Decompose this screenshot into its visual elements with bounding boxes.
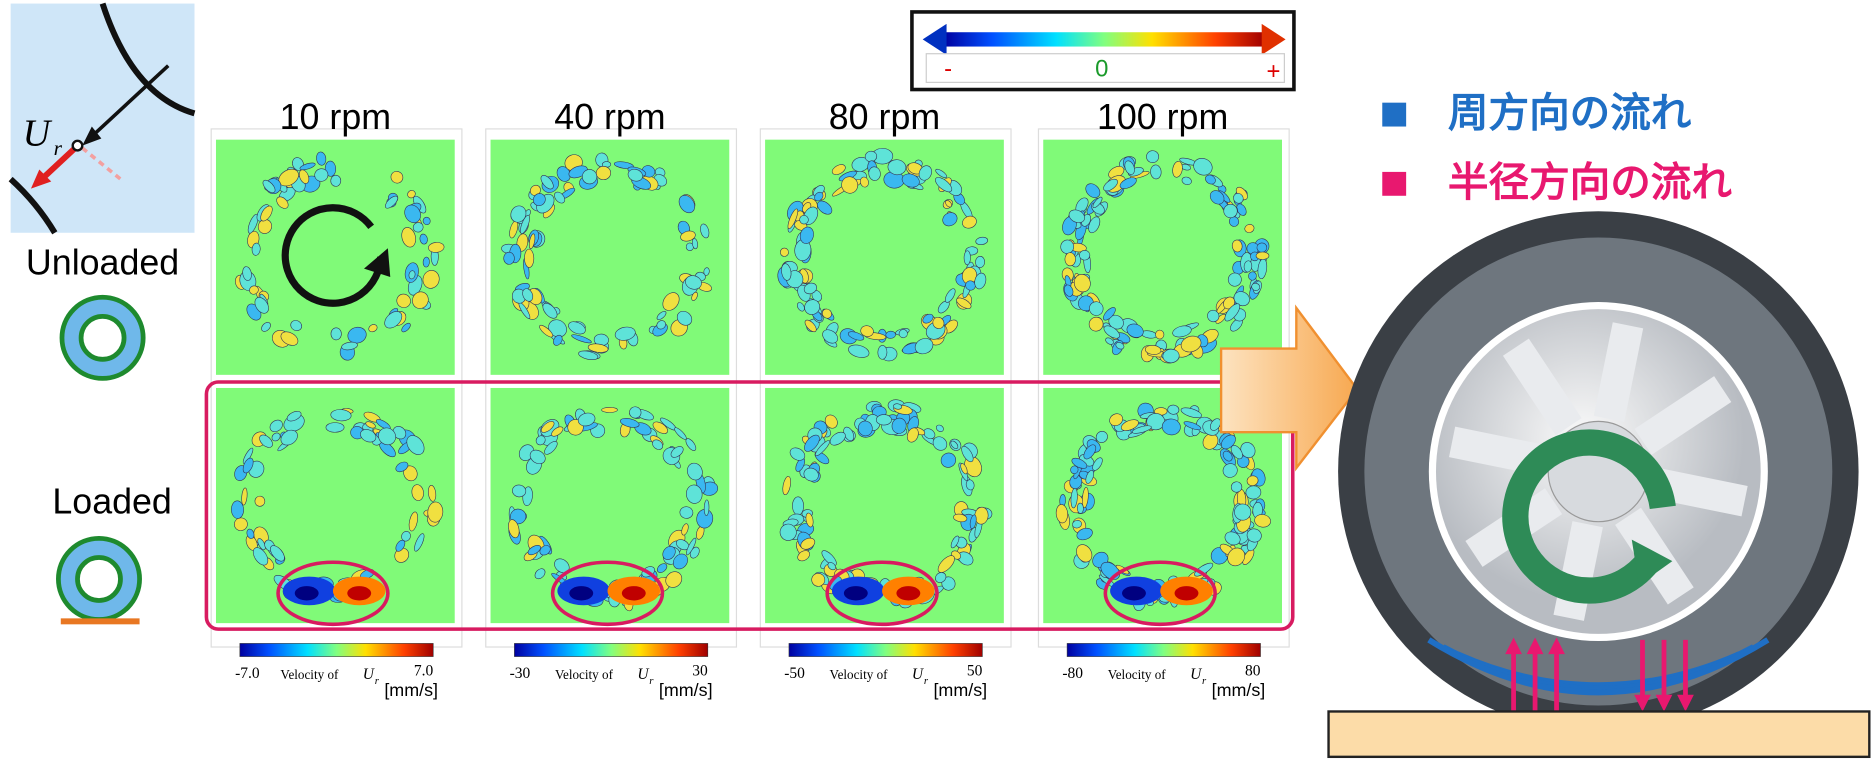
contour-blob xyxy=(331,175,341,186)
contour-blob xyxy=(1122,586,1146,600)
contour-blob xyxy=(704,500,709,516)
spoke xyxy=(1569,524,1588,618)
contour-blob xyxy=(504,252,515,264)
colorbar-max: 80 xyxy=(1245,663,1261,680)
contour-blob xyxy=(255,496,265,507)
contour-blob xyxy=(964,251,971,265)
colorbar-max: 50 xyxy=(967,663,983,680)
contour-blob xyxy=(1077,503,1084,514)
legend-minus: - xyxy=(944,55,952,82)
ground-line xyxy=(61,618,140,624)
row-label: Unloaded xyxy=(26,243,179,283)
contour-blob xyxy=(878,345,887,359)
contour-blob xyxy=(569,586,593,600)
colorbar-unit: [mm/s] xyxy=(384,680,438,700)
contour-blob xyxy=(1079,250,1090,260)
inset-diagram: U r xyxy=(11,4,195,233)
colorbar-min: -80 xyxy=(1062,665,1083,682)
contour-blob xyxy=(602,407,618,412)
contour-blob xyxy=(896,586,920,600)
legend-square xyxy=(1382,103,1406,127)
colorbar-subscript: r xyxy=(924,675,929,687)
colorbar-max: 7.0 xyxy=(414,663,434,680)
contour-blob xyxy=(347,586,371,600)
contour-blob xyxy=(331,328,342,340)
spoke xyxy=(1609,325,1628,419)
colorbar-caption: Velocity of xyxy=(280,667,339,682)
inset-subscript: r xyxy=(54,136,63,160)
contour-blob xyxy=(524,249,534,268)
contour-blob xyxy=(844,586,868,600)
colorbar-min: -30 xyxy=(510,665,531,682)
column-title: 10 rpm xyxy=(280,97,391,137)
contour-blob xyxy=(1155,330,1164,339)
colorbar-min: -7.0 xyxy=(235,665,260,682)
legend-text: 周方向の流れ xyxy=(1448,90,1692,136)
colorbar xyxy=(240,643,433,656)
colorbar-max: 30 xyxy=(692,663,708,680)
inset-symbol: U xyxy=(23,113,53,155)
contour-blob xyxy=(780,248,789,257)
colorbar-caption: Velocity of xyxy=(1108,667,1167,682)
column-title: 100 rpm xyxy=(1097,97,1228,137)
contour-blob xyxy=(1175,586,1199,600)
colorbar-unit: [mm/s] xyxy=(659,680,713,700)
figure: U r Unloaded Loaded 10 rpm -7.0 7.0 Velocit… xyxy=(0,0,1874,764)
legend-bar: - 0 + xyxy=(912,12,1294,90)
colorbar-subscript: r xyxy=(375,675,380,687)
colorbar-caption: Velocity of xyxy=(830,667,889,682)
tire xyxy=(1329,211,1870,757)
colorbar-subscript: r xyxy=(1202,675,1207,687)
column-title: 40 rpm xyxy=(554,97,665,137)
colorbar-subscript: r xyxy=(649,675,654,687)
contour-blob xyxy=(326,423,344,433)
contour-blob xyxy=(975,256,985,268)
colorbar-min: -50 xyxy=(784,665,805,682)
contour-blob xyxy=(622,586,646,600)
contour-blob xyxy=(876,415,891,426)
colorbar xyxy=(514,643,707,656)
colorbar xyxy=(789,643,982,656)
colorbar-unit: [mm/s] xyxy=(1212,680,1266,700)
row-label: Loaded xyxy=(52,481,171,521)
column-title: 80 rpm xyxy=(829,97,940,137)
colorbar xyxy=(1067,643,1260,656)
contour-blob xyxy=(1256,252,1269,260)
legend-text: 半径方向の流れ xyxy=(1448,159,1732,205)
colorbar-caption: Velocity of xyxy=(555,667,614,682)
legend-plus: + xyxy=(1266,58,1280,85)
contour-blob xyxy=(1065,252,1076,266)
colorbar-unit: [mm/s] xyxy=(933,680,987,700)
legend-square xyxy=(1382,172,1406,196)
legend-zero: 0 xyxy=(1095,55,1108,82)
contour-blob xyxy=(295,586,319,600)
